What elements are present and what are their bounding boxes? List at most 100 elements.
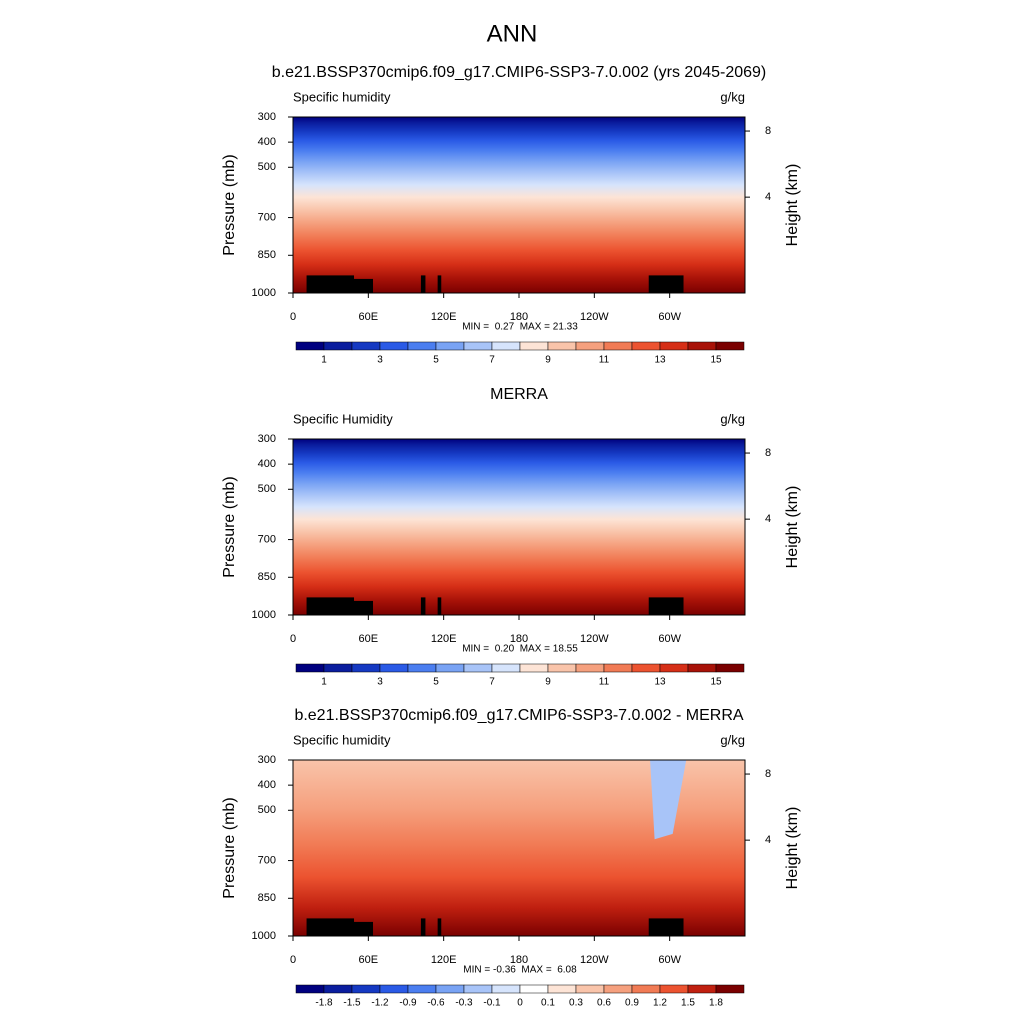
colorbar-label: 0.3 <box>569 998 583 1009</box>
colorbar-box <box>351 341 381 351</box>
colorbar-box <box>659 663 689 673</box>
y-axis-label: Pressure (mb) <box>221 476 238 577</box>
colorbar-box <box>519 341 549 351</box>
x-tick-label: 180 <box>510 633 528 645</box>
y2-axis-label: Height (km) <box>784 164 801 247</box>
colorbar-label: 1.5 <box>681 998 695 1009</box>
y-tick-label: 400 <box>258 136 276 148</box>
y2-tick-label: 8 <box>765 768 771 780</box>
x-tick-label: 60E <box>359 311 379 323</box>
colorbar-label: 3 <box>377 677 383 688</box>
panel-title: b.e21.BSSP370cmip6.f09_g17.CMIP6-SSP3-7.… <box>272 64 767 81</box>
topography <box>437 597 442 615</box>
colorbar-label: 9 <box>545 677 551 688</box>
colorbar-box <box>547 341 577 351</box>
y2-tick-label: 8 <box>765 447 771 459</box>
colorbar-box <box>407 341 437 351</box>
x-tick-label: 180 <box>510 954 528 966</box>
y-tick-label: 850 <box>258 571 276 583</box>
left-string: Specific humidity <box>293 732 391 747</box>
x-tick-label: 180 <box>510 311 528 323</box>
colorbar-box <box>491 663 521 673</box>
x-tick-label: 0 <box>290 311 296 323</box>
colorbar-box <box>715 663 745 673</box>
colorbar-label: 7 <box>489 355 495 366</box>
x-tick-label: 120E <box>431 633 457 645</box>
contour-field <box>293 117 745 293</box>
topography <box>327 600 374 615</box>
colorbar-box <box>351 663 381 673</box>
colorbar-box <box>631 341 661 351</box>
colorbar-label: 1 <box>321 355 327 366</box>
colorbar-label: 0.6 <box>597 998 611 1009</box>
colorbar-label: 5 <box>433 355 439 366</box>
colorbar-label: -0.3 <box>455 998 473 1009</box>
right-string: g/kg <box>720 89 745 104</box>
y2-tick-label: 4 <box>765 513 771 525</box>
topography <box>437 918 442 936</box>
x-tick-label: 60W <box>658 954 681 966</box>
y2-axis-label: Height (km) <box>784 486 801 569</box>
topography <box>648 918 684 936</box>
x-tick-label: 120E <box>431 311 457 323</box>
colorbar-box <box>631 984 661 994</box>
colorbar-box <box>631 663 661 673</box>
y-tick-label: 700 <box>258 211 276 223</box>
colorbar-box <box>491 984 521 994</box>
contour-field <box>293 439 745 615</box>
colorbar-label: 0.9 <box>625 998 639 1009</box>
colorbar-box <box>603 663 633 673</box>
x-tick-label: 60E <box>359 954 379 966</box>
right-string: g/kg <box>720 732 745 747</box>
colorbar-box <box>463 663 493 673</box>
colorbar-box <box>323 341 353 351</box>
colorbar-box <box>407 984 437 994</box>
y-tick-label: 1000 <box>252 930 276 942</box>
y2-tick-label: 4 <box>765 834 771 846</box>
colorbar-box <box>295 984 325 994</box>
x-tick-label: 120E <box>431 954 457 966</box>
colorbar-box <box>659 984 689 994</box>
colorbar-label: 11 <box>599 677 610 688</box>
colorbar-box <box>519 663 549 673</box>
panel: b.e21.BSSP370cmip6.f09_g17.CMIP6-SSP3-7.… <box>221 707 801 1008</box>
colorbar-box <box>575 341 605 351</box>
x-tick-label: 120W <box>580 954 609 966</box>
topography <box>420 275 426 293</box>
topography <box>420 597 426 615</box>
x-tick-label: 0 <box>290 954 296 966</box>
left-string: Specific Humidity <box>293 411 393 426</box>
colorbar-label: -1.2 <box>371 998 389 1009</box>
colorbar-box <box>687 663 717 673</box>
contour-patch <box>650 760 687 840</box>
colorbar-box <box>435 663 465 673</box>
colorbar-box <box>687 984 717 994</box>
colorbar-label: 15 <box>710 677 722 688</box>
colorbar-box <box>351 984 381 994</box>
colorbar-box <box>659 341 689 351</box>
y-tick-label: 850 <box>258 892 276 904</box>
y2-tick-label: 8 <box>765 125 771 137</box>
y2-axis-label: Height (km) <box>784 807 801 890</box>
colorbar-box <box>715 984 745 994</box>
colorbar-label: 1 <box>321 677 327 688</box>
y-tick-label: 700 <box>258 854 276 866</box>
colorbar-box <box>603 341 633 351</box>
y-tick-label: 1000 <box>252 287 276 299</box>
colorbar-box <box>379 663 409 673</box>
colorbar-box <box>463 341 493 351</box>
colorbar-label: -0.1 <box>483 998 501 1009</box>
colorbar-box <box>603 984 633 994</box>
x-tick-label: 0 <box>290 633 296 645</box>
panel-title: MERRA <box>490 386 548 403</box>
topography <box>327 278 374 293</box>
y2-tick-label: 4 <box>765 191 771 203</box>
colorbar-label: 7 <box>489 677 495 688</box>
colorbar-box <box>323 663 353 673</box>
colorbar-label: 0.1 <box>541 998 555 1009</box>
x-tick-label: 60W <box>658 633 681 645</box>
colorbar-box <box>407 663 437 673</box>
colorbar-label: 15 <box>710 355 722 366</box>
topography <box>420 918 426 936</box>
